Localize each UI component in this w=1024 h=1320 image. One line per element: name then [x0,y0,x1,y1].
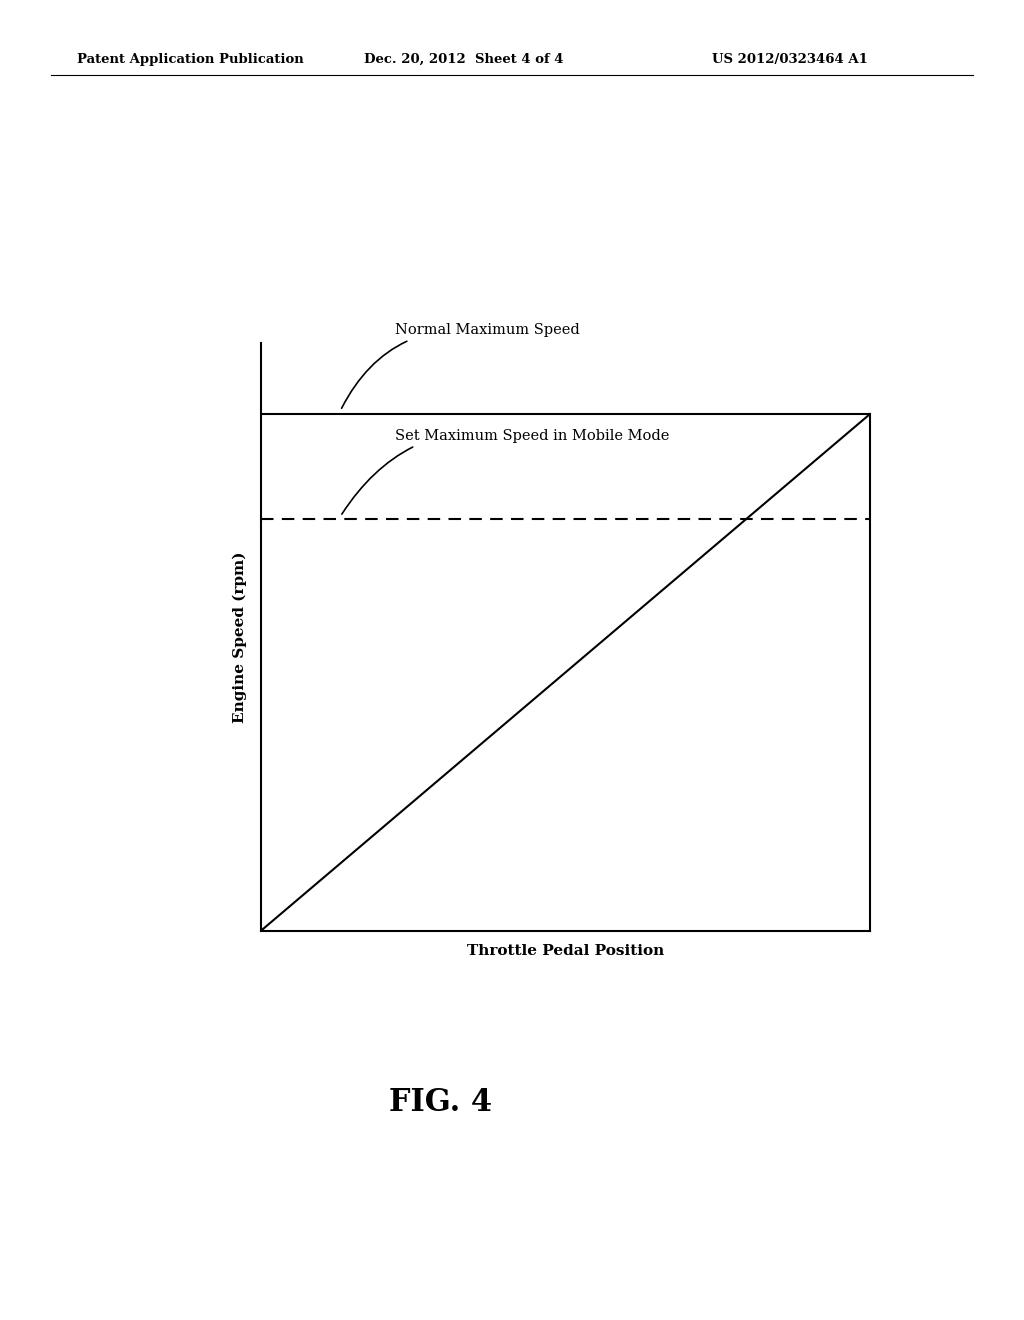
Text: US 2012/0323464 A1: US 2012/0323464 A1 [712,53,867,66]
Text: Dec. 20, 2012  Sheet 4 of 4: Dec. 20, 2012 Sheet 4 of 4 [364,53,563,66]
Text: Patent Application Publication: Patent Application Publication [77,53,303,66]
Text: FIG. 4: FIG. 4 [389,1086,492,1118]
Text: Set Maximum Speed in Mobile Mode: Set Maximum Speed in Mobile Mode [342,429,670,515]
Text: Normal Maximum Speed: Normal Maximum Speed [342,323,580,408]
Y-axis label: Engine Speed (rpm): Engine Speed (rpm) [232,552,247,722]
X-axis label: Throttle Pedal Position: Throttle Pedal Position [467,945,665,958]
